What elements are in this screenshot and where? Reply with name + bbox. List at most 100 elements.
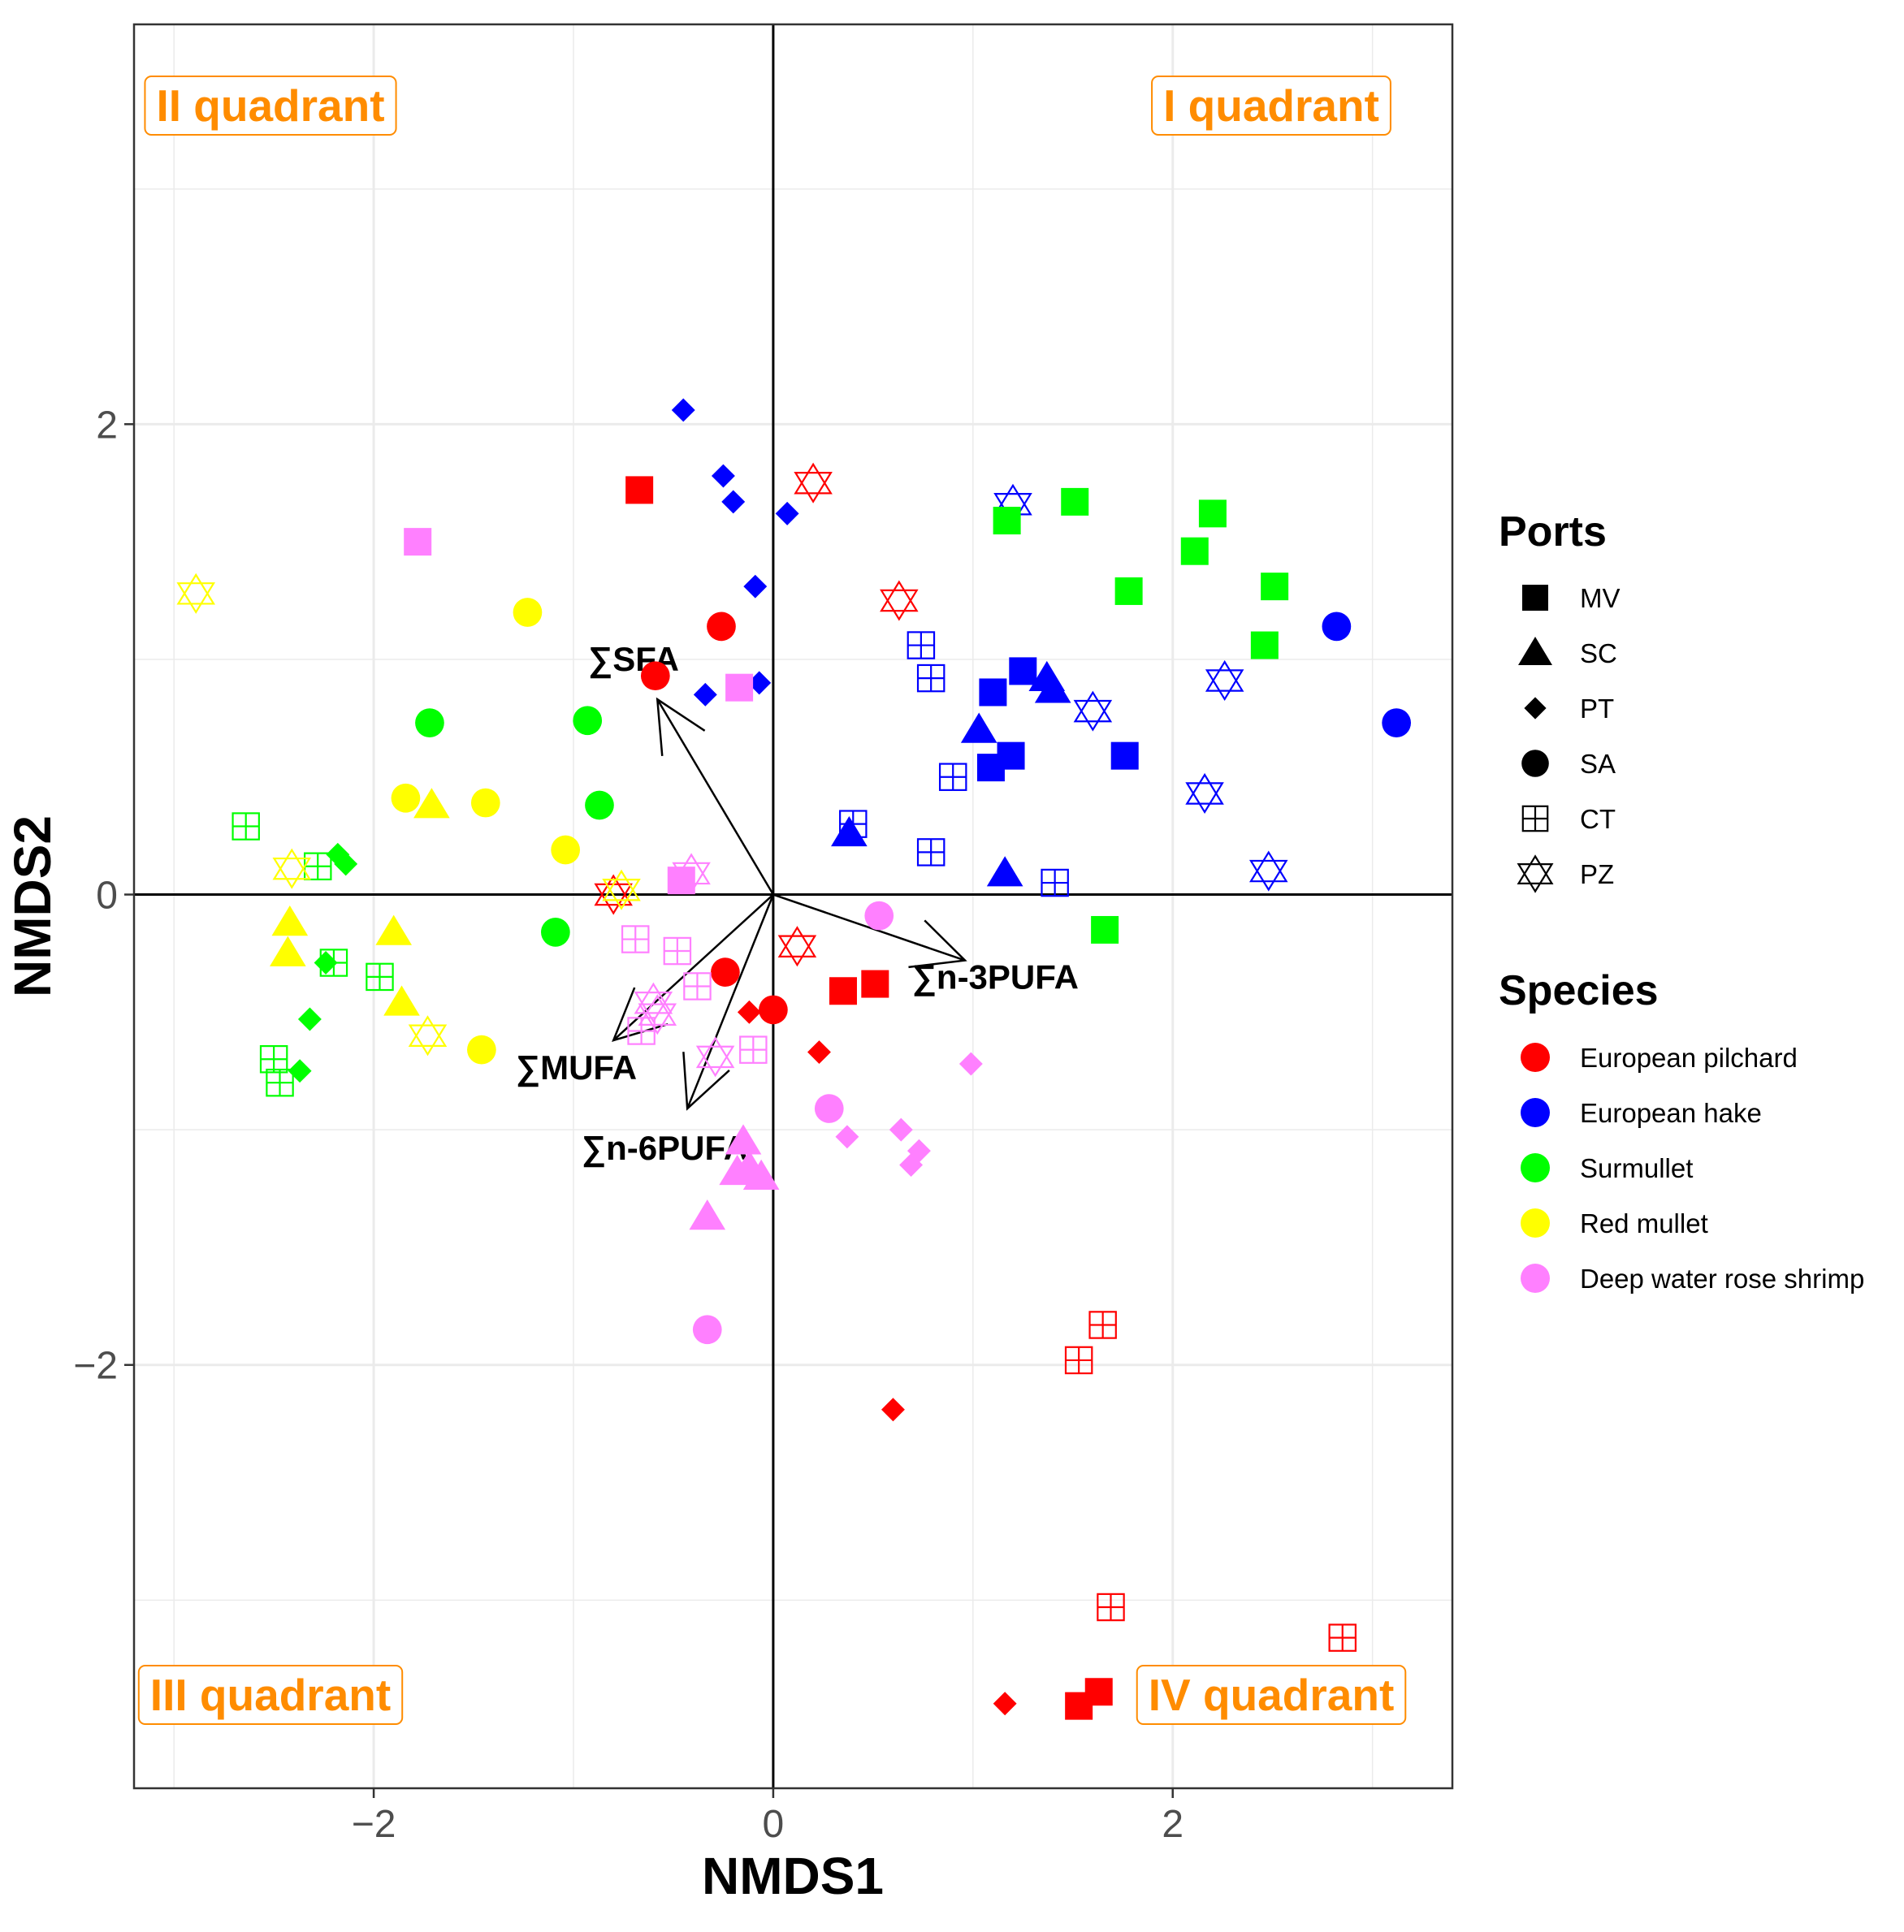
square-marker	[1198, 499, 1227, 528]
data-point	[979, 678, 1007, 707]
data-point	[759, 995, 788, 1025]
quadrant-label-text: II quadrant	[156, 80, 384, 131]
data-point	[573, 706, 603, 736]
data-point	[881, 1398, 905, 1422]
star-up-triangle	[272, 848, 312, 880]
axis-ticks: −2 0 2 −2 0 2	[73, 404, 1184, 1846]
diamond-marker	[671, 398, 695, 422]
data-point	[326, 842, 350, 867]
ports-legend-title: Ports	[1499, 508, 1607, 555]
vector-arrow: ∑MUFA	[516, 893, 774, 1087]
data-point	[625, 476, 654, 504]
data-point	[997, 741, 1025, 770]
data-point	[551, 835, 581, 865]
species-legend-key	[1521, 1264, 1550, 1293]
data-point	[391, 783, 421, 813]
data-point	[672, 853, 711, 894]
circle-marker	[640, 661, 670, 691]
species-legend-label: Red mullet	[1580, 1208, 1708, 1238]
data-point	[1073, 690, 1113, 732]
star-up-triangle	[634, 982, 673, 1014]
circle-marker	[692, 1315, 722, 1345]
data-point	[404, 528, 432, 556]
star-up-triangle	[880, 580, 919, 612]
data-point	[889, 1117, 913, 1142]
data-point	[288, 1059, 312, 1083]
x-tick-label: 0	[763, 1803, 785, 1846]
diamond-marker	[693, 682, 717, 707]
data-point	[408, 1015, 448, 1057]
data-point	[907, 1139, 931, 1163]
circle-marker	[707, 612, 736, 642]
diamond-marker	[958, 1052, 983, 1076]
data-point	[742, 1159, 780, 1190]
x-tick-label: 2	[1162, 1803, 1184, 1846]
data-point	[692, 1315, 722, 1345]
data-point	[1061, 487, 1089, 516]
diamond-marker	[747, 671, 772, 695]
star-down-triangle	[1185, 782, 1224, 815]
data-point	[1382, 708, 1411, 737]
star-down-triangle	[602, 879, 641, 910]
star-down-triangle	[176, 582, 215, 614]
square-marker	[829, 977, 857, 1005]
data-point	[232, 812, 260, 841]
square-marker	[1522, 585, 1548, 611]
data-point	[807, 1040, 831, 1065]
star-down-triangle	[1205, 669, 1244, 702]
quadrant-label: III quadrant	[137, 1665, 404, 1725]
diamond-marker	[288, 1059, 312, 1083]
ports-legend-label: SA	[1580, 749, 1616, 779]
data-point	[319, 949, 348, 977]
square-marker	[1084, 1678, 1113, 1706]
circle-marker	[711, 957, 740, 987]
quadrant-label-box	[1151, 76, 1391, 136]
data-point	[270, 936, 306, 966]
data-point	[864, 901, 894, 931]
diamond-marker	[835, 1125, 859, 1149]
quadrant-label-text: I quadrant	[1163, 80, 1379, 131]
legend: Ports MV SC PT SA CT PZ Species European pilchar…	[1499, 508, 1864, 1294]
y-axis-title: NMDS2	[3, 815, 62, 997]
ports-legend-key	[1517, 854, 1554, 893]
data-point	[747, 671, 772, 695]
square-marker	[997, 741, 1025, 770]
vector-arrowhead	[612, 987, 669, 1043]
data-point	[986, 856, 1023, 887]
square-marker	[725, 673, 754, 702]
circle-marker	[1382, 708, 1411, 737]
star-up-triangle	[794, 462, 833, 495]
data-point	[707, 612, 736, 642]
data-point	[829, 977, 857, 1005]
data-point	[880, 580, 919, 621]
data-point	[960, 712, 997, 743]
square-marker	[979, 678, 1007, 707]
circle-marker	[391, 783, 421, 813]
data-point	[711, 464, 735, 488]
data-point	[663, 936, 692, 966]
x-axis-title: NMDS1	[702, 1847, 884, 1905]
quadrant-label-box	[144, 76, 397, 136]
square-marker	[404, 528, 432, 556]
data-point	[375, 914, 412, 945]
ports-legend-label: MV	[1580, 583, 1621, 613]
star-up-triangle	[672, 853, 711, 885]
diamond-marker	[899, 1153, 924, 1178]
triangle-marker	[1034, 672, 1071, 703]
y-tick-label: 2	[96, 404, 118, 447]
vector-label: ∑n-3PUFA	[912, 958, 1079, 997]
star-down-triangle	[1073, 699, 1113, 732]
circle-marker	[573, 706, 603, 736]
panel-border	[132, 23, 1454, 1790]
circle-marker	[814, 1094, 844, 1123]
circle-marker	[864, 901, 894, 931]
diamond-marker	[297, 1007, 322, 1031]
triangle-marker	[960, 712, 997, 743]
data-point	[1041, 868, 1069, 897]
data-points	[176, 398, 1411, 1720]
data-point	[775, 501, 799, 525]
data-point	[814, 1094, 844, 1123]
diamond-marker	[907, 1139, 931, 1163]
ports-legend-key	[1518, 637, 1552, 665]
y-tick-label: −2	[73, 1345, 118, 1388]
